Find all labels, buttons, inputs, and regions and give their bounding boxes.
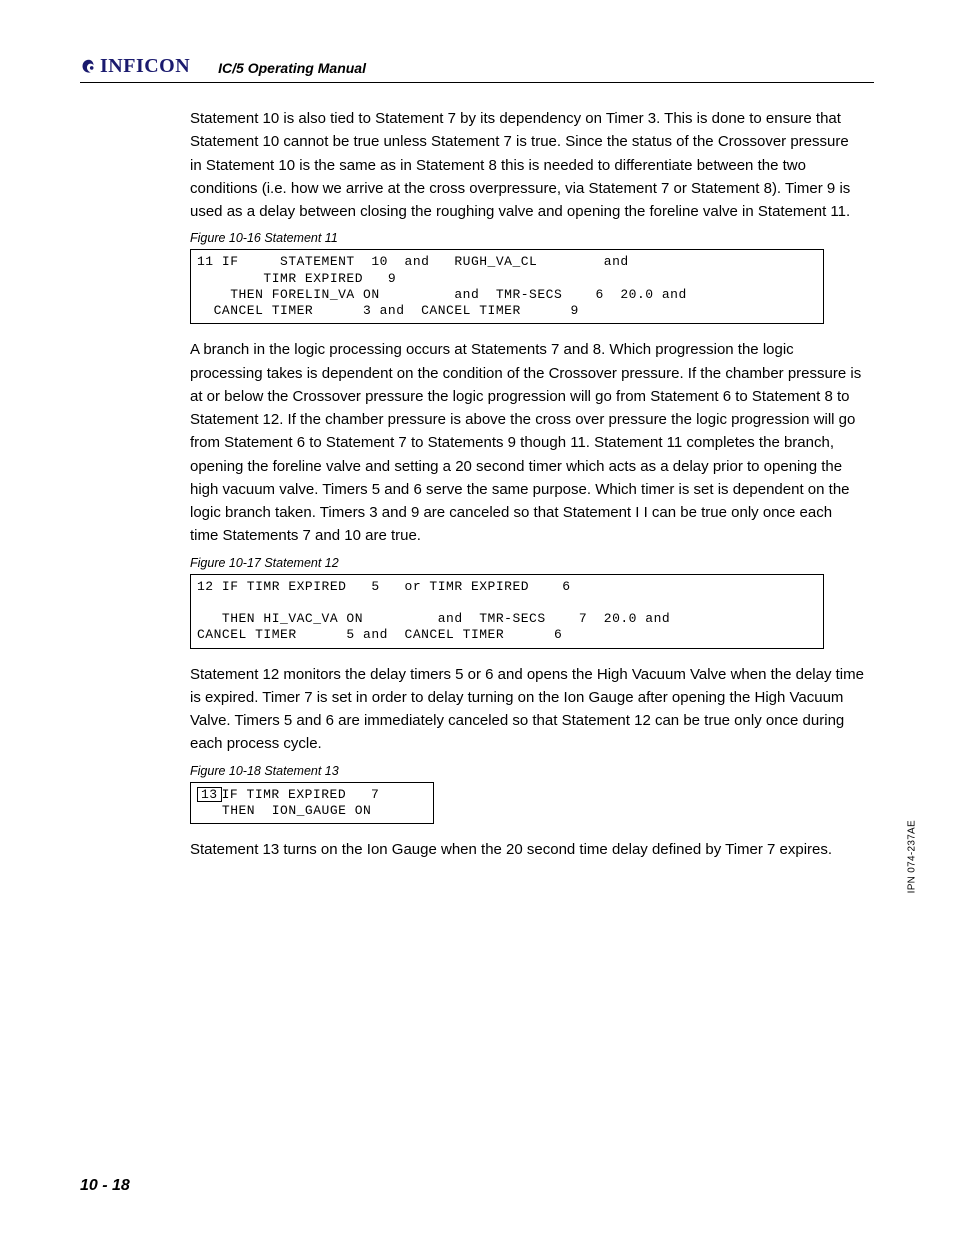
statement-number-box: 13: [197, 787, 222, 802]
paragraph-1: Statement 10 is also tied to Statement 7…: [190, 107, 864, 223]
logo-swirl-icon: [80, 58, 98, 76]
paragraph-4: Statement 13 turns on the Ion Gauge when…: [190, 838, 864, 861]
paragraph-3: Statement 12 monitors the delay timers 5…: [190, 663, 864, 756]
page: INFICON IC/5 Operating Manual Statement …: [0, 0, 954, 1235]
brand-text: INFICON: [100, 55, 190, 78]
manual-title: IC/5 Operating Manual: [218, 60, 366, 78]
paragraph-2: A branch in the logic processing occurs …: [190, 338, 864, 547]
ipn-label: IPN 074-237AE: [906, 820, 917, 893]
figure-18-line2: THEN ION_GAUGE ON: [197, 803, 371, 818]
content-column: Statement 10 is also tied to Statement 7…: [190, 107, 864, 861]
figure-18-code: 13IF TIMR EXPIRED 7 THEN ION_GAUGE ON: [190, 782, 434, 825]
brand-logo: INFICON: [80, 55, 190, 78]
figure-17-code: 12 IF TIMR EXPIRED 5 or TIMR EXPIRED 6 T…: [190, 574, 824, 649]
figure-16-caption: Figure 10-16 Statement 11: [190, 231, 864, 245]
figure-17-caption: Figure 10-17 Statement 12: [190, 556, 864, 570]
page-header: INFICON IC/5 Operating Manual: [80, 55, 874, 83]
page-number: 10 - 18: [80, 1177, 130, 1195]
figure-18-caption: Figure 10-18 Statement 13: [190, 764, 864, 778]
figure-18-line1: IF TIMR EXPIRED 7: [222, 787, 380, 802]
figure-16-code: 11 IF STATEMENT 10 and RUGH_VA_CL and TI…: [190, 249, 824, 324]
